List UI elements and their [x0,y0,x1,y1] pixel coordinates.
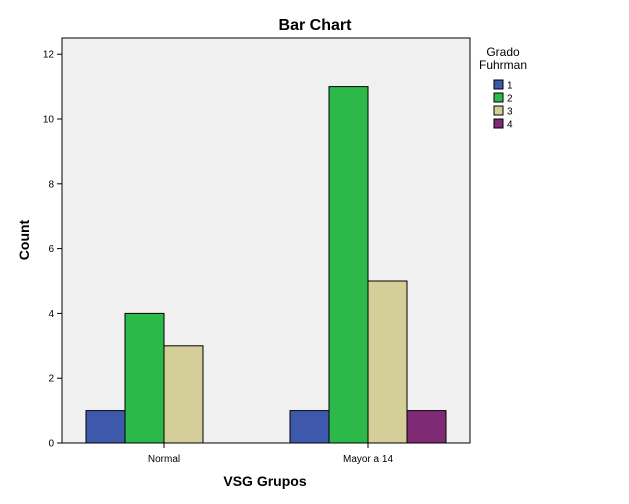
legend-label-2: 2 [507,94,513,105]
bars-group [85,86,447,444]
bar-1-series-2 [124,312,165,444]
y-tick-label-0: 0 [48,439,54,450]
legend-label-3: 3 [507,107,513,118]
bar-2-series-4 [406,410,447,444]
y-tick-label-6: 12 [43,50,55,61]
y-tick-label-5: 10 [43,115,55,126]
y-tick-label-1: 2 [48,374,54,385]
legend-swatch-4 [493,118,504,129]
bar-2-series-2 [328,86,369,444]
x-tick-label-0: Normal [148,454,180,465]
plot-area [61,37,471,444]
bar-1-series-3 [163,345,204,444]
legend-label-1: 1 [507,81,513,92]
legend-label-4: 4 [507,120,513,131]
bar-1-series-1 [85,410,126,444]
legend-title-line-2: Fuhrman [479,58,527,72]
y-tick-label-3: 6 [48,244,54,255]
y-tick-label-4: 8 [48,179,54,190]
y-axis-title: Count [16,219,32,260]
x-axis: Normal Mayor a 14 [148,443,393,465]
legend-swatch-3 [493,105,504,116]
x-axis-title: VSG Grupos [223,473,306,489]
legend-title-line-1: Grado [486,45,520,59]
bar-2-series-1 [289,410,330,444]
x-tick-label-1: Mayor a 14 [343,454,393,465]
legend: Grado Fuhrman 1 2 3 4 [479,45,527,131]
legend-swatch-2 [493,92,504,103]
legend-swatch-1 [493,79,504,90]
y-tick-label-2: 4 [48,309,54,320]
y-axis: 0 2 4 6 8 10 12 [43,50,62,450]
bar-2-series-3 [367,280,408,444]
chart-title: Bar Chart [279,17,353,34]
